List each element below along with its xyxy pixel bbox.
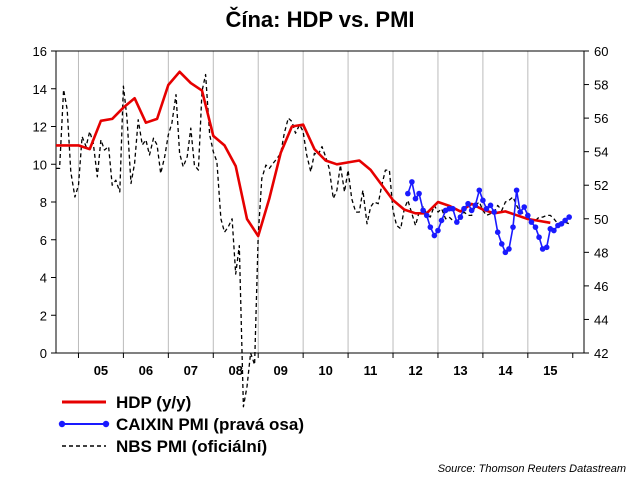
caixin-point-7 [431, 232, 438, 239]
y-right-tick-label-60: 60 [594, 44, 608, 59]
legend-label-gdp: HDP (y/y) [116, 393, 191, 412]
caixin-point-39 [551, 227, 557, 234]
caixin-point-31 [521, 204, 528, 210]
x-tick-label-14: 14 [498, 363, 513, 378]
x-tick-label-07: 07 [184, 363, 198, 378]
chart-title: Čína: HDP vs. PMI [225, 7, 414, 32]
series-layer [56, 70, 572, 408]
caixin-point-0 [405, 190, 411, 197]
y-left-tick-label-12: 12 [33, 120, 47, 135]
y-left-tick-label-14: 14 [33, 82, 47, 97]
y-left-tick-label-16: 16 [33, 44, 47, 59]
y-right-tick-label-56: 56 [594, 111, 608, 126]
caixin-point-1 [409, 179, 415, 185]
caixin-point-41 [558, 221, 565, 227]
x-tick-label-10: 10 [318, 363, 332, 378]
caixin-point-25 [498, 241, 505, 247]
x-tick-label-06: 06 [139, 363, 153, 378]
caixin-point-14 [457, 214, 464, 220]
caixin-point-15 [461, 205, 467, 212]
x-tick-label-08: 08 [229, 363, 243, 378]
caixin-point-37 [543, 244, 550, 251]
x-tick-label-09: 09 [273, 363, 287, 378]
x-tick-label-11: 11 [364, 363, 378, 378]
left-axis: 0 2 4 6 8 10 12 14 16 [33, 44, 56, 361]
legend-marker-caixin-1 [58, 420, 66, 428]
caixin-point-24 [494, 229, 501, 235]
caixin-point-34 [532, 224, 539, 230]
caixin-point-9 [438, 217, 445, 224]
caixin-point-20 [480, 197, 486, 204]
legend-marker-caixin-2 [102, 420, 110, 428]
y-right-tick-label-46: 46 [594, 279, 608, 294]
caixin-point-29 [513, 187, 520, 194]
caixin-point-8 [435, 227, 441, 234]
y-right-tick-label-42: 42 [594, 346, 608, 361]
legend-label-nbs: NBS PMI (oficiální) [116, 437, 267, 456]
x-tick-label-05: 05 [94, 363, 108, 378]
y-left-tick-label-6: 6 [40, 233, 47, 248]
caixin-point-21 [483, 205, 490, 212]
y-left-tick-label-0: 0 [40, 346, 47, 361]
caixin-point-42 [562, 217, 568, 224]
caixin-point-6 [427, 224, 434, 230]
y-left-tick-label-2: 2 [40, 308, 47, 323]
x-tick-label-12: 12 [408, 363, 422, 378]
y-left-tick-label-4: 4 [40, 271, 47, 286]
right-axis: 42 44 46 48 50 52 54 56 58 60 [584, 44, 608, 361]
series-nbs-line [56, 73, 570, 408]
caixin-point-27 [506, 246, 512, 252]
caixin-point-18 [472, 202, 479, 209]
grid-lines [77, 51, 529, 353]
caixin-point-13 [454, 219, 460, 225]
caixin-point-12 [449, 205, 456, 212]
caixin-point-43 [566, 214, 572, 220]
source-note: Source: Thomson Reuters Datastream [438, 463, 626, 475]
y-right-tick-label-48: 48 [594, 245, 608, 260]
legend-label-caixin: CAIXIN PMI (pravá osa) [116, 415, 304, 434]
y-left-tick-label-8: 8 [40, 195, 47, 210]
caixin-point-30 [517, 209, 523, 215]
caixin-point-4 [420, 207, 426, 214]
caixin-point-22 [487, 202, 494, 209]
x-tick-label-15: 15 [543, 363, 557, 378]
caixin-point-33 [528, 219, 535, 225]
y-right-tick-label-44: 44 [594, 312, 608, 327]
caixin-point-26 [502, 249, 509, 256]
x-axis: 05 06 07 08 09 10 11 12 13 14 15 [77, 353, 574, 378]
caixin-point-5 [423, 212, 430, 219]
caixin-point-3 [416, 190, 422, 197]
legend: HDP (y/y) CAIXIN PMI (pravá osa) NBS PMI… [58, 393, 304, 456]
series-caixin-line [407, 181, 570, 254]
y-right-tick-label-52: 52 [594, 178, 608, 193]
y-right-tick-label-50: 50 [594, 212, 608, 227]
caixin-point-17 [468, 207, 475, 214]
caixin-point-23 [491, 209, 497, 215]
y-left-tick-label-10: 10 [33, 157, 47, 172]
caixin-point-2 [412, 195, 419, 202]
caixin-point-28 [510, 224, 516, 230]
caixin-point-19 [476, 187, 483, 194]
y-right-tick-label-54: 54 [594, 145, 608, 160]
caixin-point-32 [525, 212, 531, 219]
x-tick-label-13: 13 [453, 363, 467, 378]
caixin-point-35 [536, 234, 542, 241]
y-right-tick-label-58: 58 [594, 78, 608, 93]
caixin-point-16 [465, 200, 471, 207]
